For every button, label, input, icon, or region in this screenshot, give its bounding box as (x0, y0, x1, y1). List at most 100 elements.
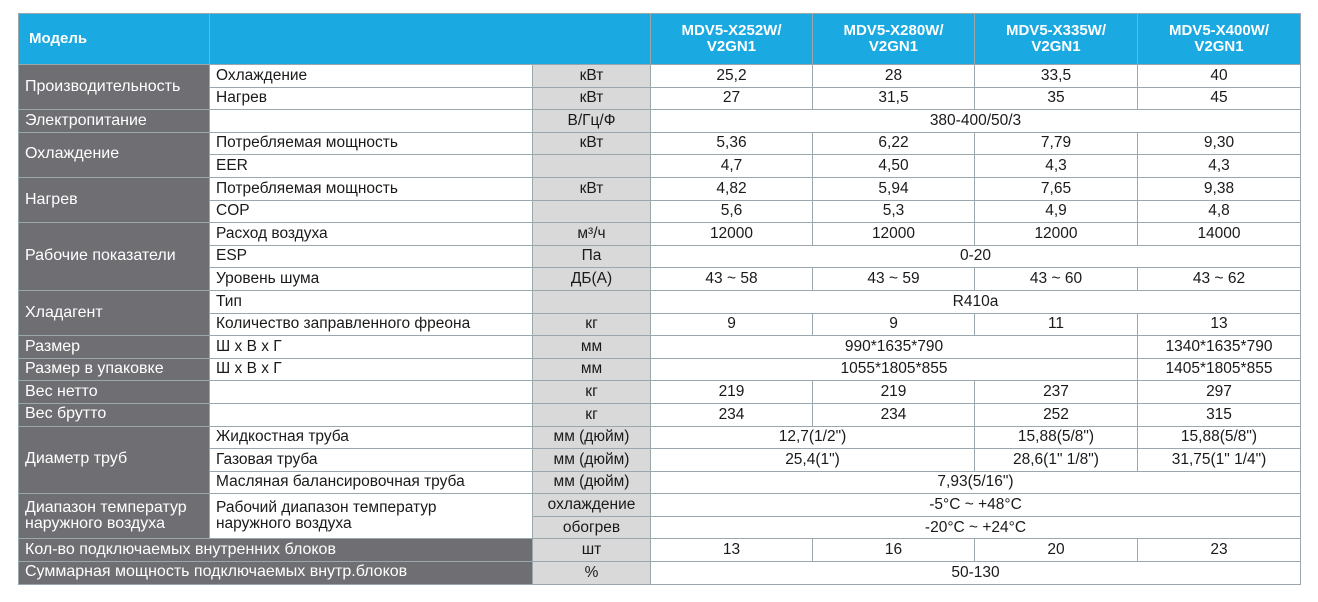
unit-cell: Па (532, 244, 651, 269)
unit-cell: кВт (532, 131, 651, 156)
value-cell: 14000 (1137, 222, 1301, 246)
value-cell: 4,3 (974, 154, 1138, 178)
value-cell: 33,5 (974, 64, 1138, 88)
value-cell: 237 (974, 380, 1138, 404)
model-name: MDV5-X400W/ V2GN1 (1137, 13, 1301, 65)
model-header: Модель (18, 13, 210, 65)
value-cell: 5,94 (812, 176, 975, 201)
value-cell: 25,2 (650, 64, 813, 88)
table-row: Суммарная мощность подключаемых внутр.бл… (18, 561, 1301, 585)
unit-cell: мм (дюйм) (532, 448, 651, 472)
table-row: Хладагент Тип R410a (18, 289, 1301, 337)
table-row: Диапазон температур наружного воздуха Раб… (18, 493, 1301, 540)
value-cell: 43 ~ 60 (974, 267, 1138, 291)
value-cell: 4,8 (1137, 199, 1301, 224)
value-cell: 9 (812, 312, 975, 337)
parameter-label: Расход воздуха (209, 222, 533, 246)
value-cell: 28 (812, 64, 975, 88)
parameter-label: Ш х В х Г (209, 335, 533, 359)
value-cell: 0-20 (650, 244, 1301, 269)
parameter-label: Потребляемая мощность (209, 131, 533, 156)
model-name-text: MDV5-X280W/ V2GN1 (843, 22, 944, 55)
value-cell: 13 (1137, 312, 1301, 337)
parameter-label: Потребляемая мощность (209, 176, 533, 201)
category-label: Диаметр труб (18, 425, 210, 495)
table-row: Уровень шума ДБ(А) 43 ~ 58 43 ~ 59 43 ~ 60 43… (19, 267, 1301, 291)
unit-cell (532, 154, 651, 178)
category-label: Диапазон температур наружного воздуха (18, 493, 210, 540)
table-row: Диаметр труб Жидкостная труба мм (дюйм) 12,… (18, 425, 1301, 495)
parameter-label: Ш х В х Г (209, 357, 533, 382)
unit-cell: обогрев (532, 515, 651, 540)
value-cell: -5°C ~ +48°C (650, 493, 1301, 517)
value-cell: 6,22 (812, 131, 975, 156)
category-label: Размер в упаковке (18, 357, 210, 382)
table-row: Количество заправленного фреона кг 9 9 11 13 (19, 312, 1301, 337)
parameter-label: Тип (209, 289, 533, 314)
category-label: Электропитание (18, 109, 210, 133)
unit-cell: кВт (532, 64, 651, 88)
unit-cell: кг (532, 402, 651, 427)
value-cell: 5,6 (650, 199, 813, 224)
value-cell: 50-130 (650, 561, 1301, 585)
unit-cell: кг (532, 312, 651, 337)
value-cell: 31,75(1" 1/4") (1137, 448, 1301, 472)
category-label: Охлаждение (18, 131, 210, 178)
category-label: Производительность (18, 63, 210, 111)
value-cell: 7,65 (974, 176, 1138, 201)
value-cell: 13 (650, 538, 813, 563)
value-cell: 28,6(1" 1/8") (974, 448, 1138, 472)
unit-cell: кВт (532, 176, 651, 201)
unit-cell: мм (дюйм) (532, 470, 651, 495)
value-cell: 4,50 (812, 154, 975, 178)
parameter-label (209, 109, 533, 133)
value-cell: 43 ~ 62 (1137, 267, 1301, 291)
unit-cell: шт (532, 538, 651, 563)
value-cell: 31,5 (812, 86, 975, 111)
category-label: Хладагент (18, 289, 210, 337)
value-cell: 9 (650, 312, 813, 337)
model-name-text: MDV5-X400W/ V2GN1 (1168, 22, 1270, 55)
value-cell: 12000 (974, 222, 1138, 246)
category-label: Суммарная мощность подключаемых внутр.бл… (18, 561, 533, 585)
value-cell: 315 (1137, 402, 1301, 427)
parameter-label: Нагрев (209, 86, 533, 111)
value-cell: 1055*1805*855 (650, 357, 1138, 382)
unit-cell: % (532, 561, 651, 585)
value-cell: 219 (812, 380, 975, 404)
category-label: Нагрев (18, 176, 210, 224)
value-cell: 252 (974, 402, 1138, 427)
category-label: Вес брутто (18, 402, 210, 427)
table-row: Масляная балансировочная труба мм (дюйм) 7… (19, 470, 1301, 495)
value-cell: 5,3 (812, 199, 975, 224)
value-cell: -20°C ~ +24°C (650, 515, 1301, 540)
value-cell: 1340*1635*790 (1137, 335, 1301, 359)
parameter-label: Рабочий диапазон температур наружного во… (209, 493, 533, 540)
value-cell: 990*1635*790 (650, 335, 1138, 359)
category-label: Размер (18, 335, 210, 359)
unit-cell (532, 199, 651, 224)
parameter-label: COP (209, 199, 533, 224)
value-cell: R410a (650, 289, 1301, 314)
parameter-label: Охлаждение (209, 64, 533, 88)
model-name: MDV5-X280W/ V2GN1 (812, 13, 975, 65)
unit-cell: охлаждение (532, 493, 651, 517)
parameter-label: EER (209, 154, 533, 178)
value-cell: 380-400/50/3 (650, 109, 1301, 133)
table-row: EER 4,7 4,50 4,3 4,3 (19, 154, 1301, 178)
parameter-label (209, 380, 533, 404)
value-cell: 25,4(1") (650, 448, 975, 472)
unit-cell: мм (532, 335, 651, 359)
table-row: Нагрев кВт 27 31,5 35 45 (19, 86, 1301, 111)
category-label: Кол-во подключаемых внутренних блоков (18, 538, 533, 563)
value-cell: 15,88(5/8") (974, 425, 1138, 450)
table-row: Электропитание В/Гц/Ф 380-400/50/3 (18, 109, 1301, 133)
value-cell: 20 (974, 538, 1138, 563)
value-cell: 4,7 (650, 154, 813, 178)
table-row: Вес брутто кг 234 234 252 315 (18, 402, 1301, 427)
table-row: Вес нетто кг 219 219 237 297 (18, 380, 1301, 404)
value-cell: 219 (650, 380, 813, 404)
unit-cell: кг (532, 380, 651, 404)
value-cell: 12000 (812, 222, 975, 246)
value-cell: 45 (1137, 86, 1301, 111)
